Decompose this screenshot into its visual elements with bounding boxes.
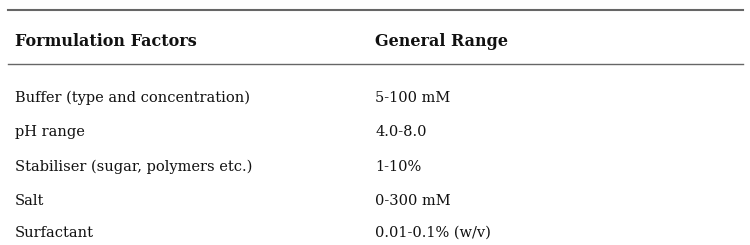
Text: Formulation Factors: Formulation Factors	[15, 33, 197, 50]
Text: pH range: pH range	[15, 125, 85, 139]
Text: 4.0-8.0: 4.0-8.0	[375, 125, 427, 139]
Text: 0.01-0.1% (w/v): 0.01-0.1% (w/v)	[375, 226, 490, 240]
Text: 0-300 mM: 0-300 mM	[375, 194, 451, 208]
Text: 1-10%: 1-10%	[375, 159, 422, 174]
Text: General Range: General Range	[375, 33, 508, 50]
Text: Surfactant: Surfactant	[15, 226, 94, 240]
Text: Buffer (type and concentration): Buffer (type and concentration)	[15, 91, 250, 105]
Text: 5-100 mM: 5-100 mM	[375, 91, 450, 105]
Text: Stabiliser (sugar, polymers etc.): Stabiliser (sugar, polymers etc.)	[15, 159, 252, 174]
Text: Salt: Salt	[15, 194, 44, 208]
